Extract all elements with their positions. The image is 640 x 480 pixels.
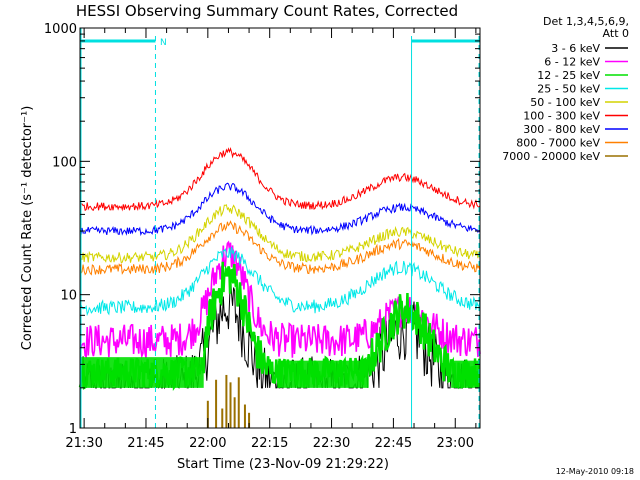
annotation-label: N — [160, 38, 167, 48]
y-tick-label: 100 — [52, 155, 77, 170]
axes: 1 10 100 1000 21:30 21:45 22:00 22:15 22:30 22:45… — [44, 22, 480, 451]
y-tick-label: 1 — [69, 422, 77, 437]
series-line — [79, 220, 481, 276]
series-800-7000-kev — [79, 220, 481, 276]
series-line — [79, 146, 481, 212]
series-25-50-kev — [79, 246, 481, 317]
y-axis-label: Corrected Count Rate (s⁻¹ detector⁻¹) — [20, 106, 35, 351]
series-100-300-kev — [79, 146, 481, 212]
series-band — [80, 357, 204, 388]
legend-label: 100 - 300 keV — [523, 110, 600, 123]
data-layer — [78, 146, 481, 429]
x-axis-label: Start Time (23-Nov-09 21:29:22) — [177, 457, 389, 472]
x-tick-label: 21:45 — [127, 436, 164, 451]
legend-header-line-2: Att 0 — [603, 27, 629, 40]
series-line — [79, 246, 481, 317]
series-line — [79, 204, 481, 264]
x-tick-label: 22:30 — [313, 436, 350, 451]
plot-frame — [79, 27, 481, 429]
legend-label: 6 - 12 keV — [544, 56, 600, 69]
series-12-25-kev — [78, 261, 481, 391]
legend-label: 300 - 800 keV — [523, 123, 600, 136]
legend-label: 12 - 25 keV — [537, 69, 600, 82]
series-band — [277, 360, 369, 388]
legend-header-line-1: Det 1,3,4,5,6,9, — [543, 15, 629, 28]
legend-label: 3 - 6 keV — [551, 42, 600, 55]
y-tick-label: 10 — [60, 289, 77, 304]
legend-label: 7000 - 20000 keV — [502, 150, 600, 163]
x-tick-label: 22:15 — [251, 436, 288, 451]
legend-label: 50 - 100 keV — [530, 96, 600, 109]
chart-title: HESSI Observing Summary Count Rates, Cor… — [76, 2, 458, 20]
x-tick-label: 22:45 — [375, 436, 412, 451]
x-tick-label: 21:30 — [65, 436, 102, 451]
series-line — [79, 182, 481, 237]
legend-label: 25 - 50 keV — [537, 83, 600, 96]
daylight-overlay: N — [80, 28, 480, 428]
footer-timestamp: 12-May-2010 09:18 — [556, 467, 634, 476]
series-300-800-kev — [79, 182, 481, 237]
x-tick-label: 23:00 — [437, 436, 474, 451]
x-tick-label: 22:00 — [189, 436, 226, 451]
legend-label: 800 - 7000 keV — [516, 137, 600, 150]
series-50-100-kev — [79, 204, 481, 264]
y-tick-label: 1000 — [44, 22, 77, 37]
series-band — [451, 360, 480, 388]
